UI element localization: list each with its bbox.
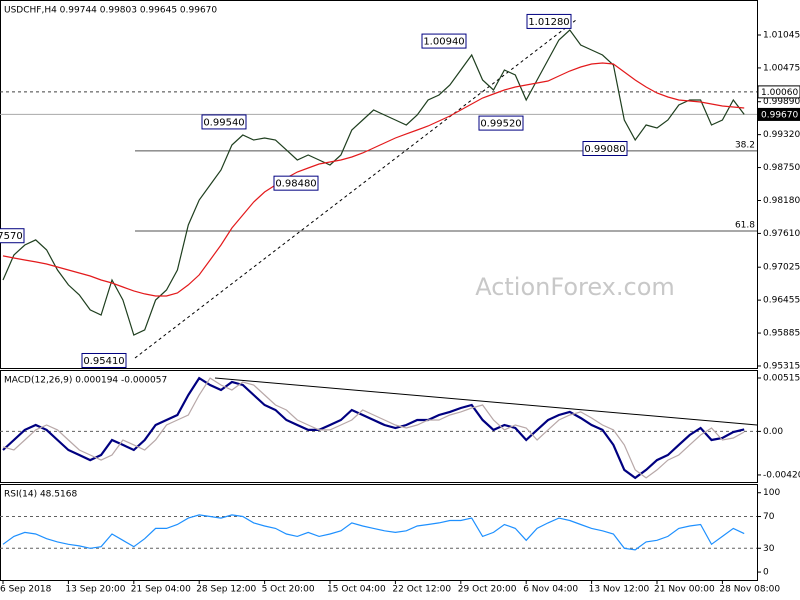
y-tick-label: 70 [763,512,775,522]
annotation-box [0,228,25,244]
axis-background [758,370,800,483]
y-tick-label: -0.004209 [763,470,800,480]
annotation-box [526,13,572,29]
y-tick-label: 0.96455 [763,296,800,306]
panel-frame [0,484,758,581]
series-line [2,376,745,480]
y-tick-label: 0.005156 [763,374,800,384]
annotation-box [582,141,628,157]
series-line [2,29,745,336]
y-tick-label: 1.01045 [763,31,800,41]
annotation-box [81,352,127,368]
panel-title: RSI(14) 48.5168 [4,490,77,500]
series-line [2,377,745,479]
y-tick-label: 0.99320 [763,130,800,140]
annotation-label: 0.99520 [480,119,521,130]
y-tick-label: 0.99890 [763,97,800,107]
y-tick-label: 0.97610 [763,229,800,239]
annotation-label: 1.01280 [528,17,569,28]
y-tick-label: 0.98750 [763,163,800,173]
annotation-box [421,33,467,49]
annotation-label: 0.97570 [0,231,23,242]
annotation-label: 0.95410 [83,356,124,367]
panel-title: MACD(12,26,9) 0.000194 -0.000057 [4,376,167,386]
x-tick-label: 13 Nov 12:00 [589,585,650,595]
y-tick-label: 0.95315 [763,361,800,371]
y-tick-label: 0.00 [763,427,783,437]
price-tag-label: 0.99670 [761,110,798,120]
series-line [2,514,745,551]
annotation-box [273,175,319,191]
trend-line [134,19,577,359]
panel-frame [0,0,758,369]
panel-title: USDCHF,H4 0.99744 0.99803 0.99645 0.9967… [4,6,217,16]
x-tick-label: 21 Nov 00:00 [654,585,715,595]
annotation-label: 0.99540 [203,117,244,128]
y-tick-label: 0.97025 [763,263,800,273]
y-tick-label: 0.98180 [763,196,800,206]
y-tick-label: 0.95885 [763,329,800,339]
y-tick-label: 1.00475 [763,63,800,73]
y-tick-label: 0 [763,568,769,578]
x-tick-label: 21 Sep 04:00 [131,585,191,595]
fib-label: 61.8 [735,220,755,230]
x-tick-label: 15 Oct 04:00 [327,585,386,595]
x-tick-label: 22 Oct 12:00 [392,585,451,595]
axis-background [758,484,800,581]
annotation-label: 0.98480 [275,179,316,190]
x-tick-label: 29 Oct 20:00 [458,585,517,595]
x-tick-label: 28 Nov 08:00 [719,585,780,595]
panel-frame [0,370,758,483]
annotation-label: 1.00940 [423,37,464,48]
axis-background [758,0,800,369]
price-tag-label: 1.00060 [761,88,798,98]
annotation-box [478,115,524,131]
x-tick-label: 6 Sep 2018 [0,585,52,595]
y-tick-label: 30 [763,544,775,554]
series-line [2,62,745,297]
macd-trend-line [214,377,758,426]
price-tag [757,107,800,121]
annotation-label: 0.99080 [584,144,625,155]
x-tick-label: 28 Sep 12:00 [196,585,256,595]
price-tag [757,85,800,99]
annotation-box [201,114,247,130]
fib-label: 38.2 [735,140,755,150]
watermark: ActionForex.com [475,273,675,301]
x-tick-label: 6 Nov 04:00 [523,585,578,595]
x-tick-label: 13 Sep 20:00 [65,585,125,595]
x-tick-label: 5 Oct 20:00 [262,585,315,595]
y-tick-label: 100 [763,488,780,498]
